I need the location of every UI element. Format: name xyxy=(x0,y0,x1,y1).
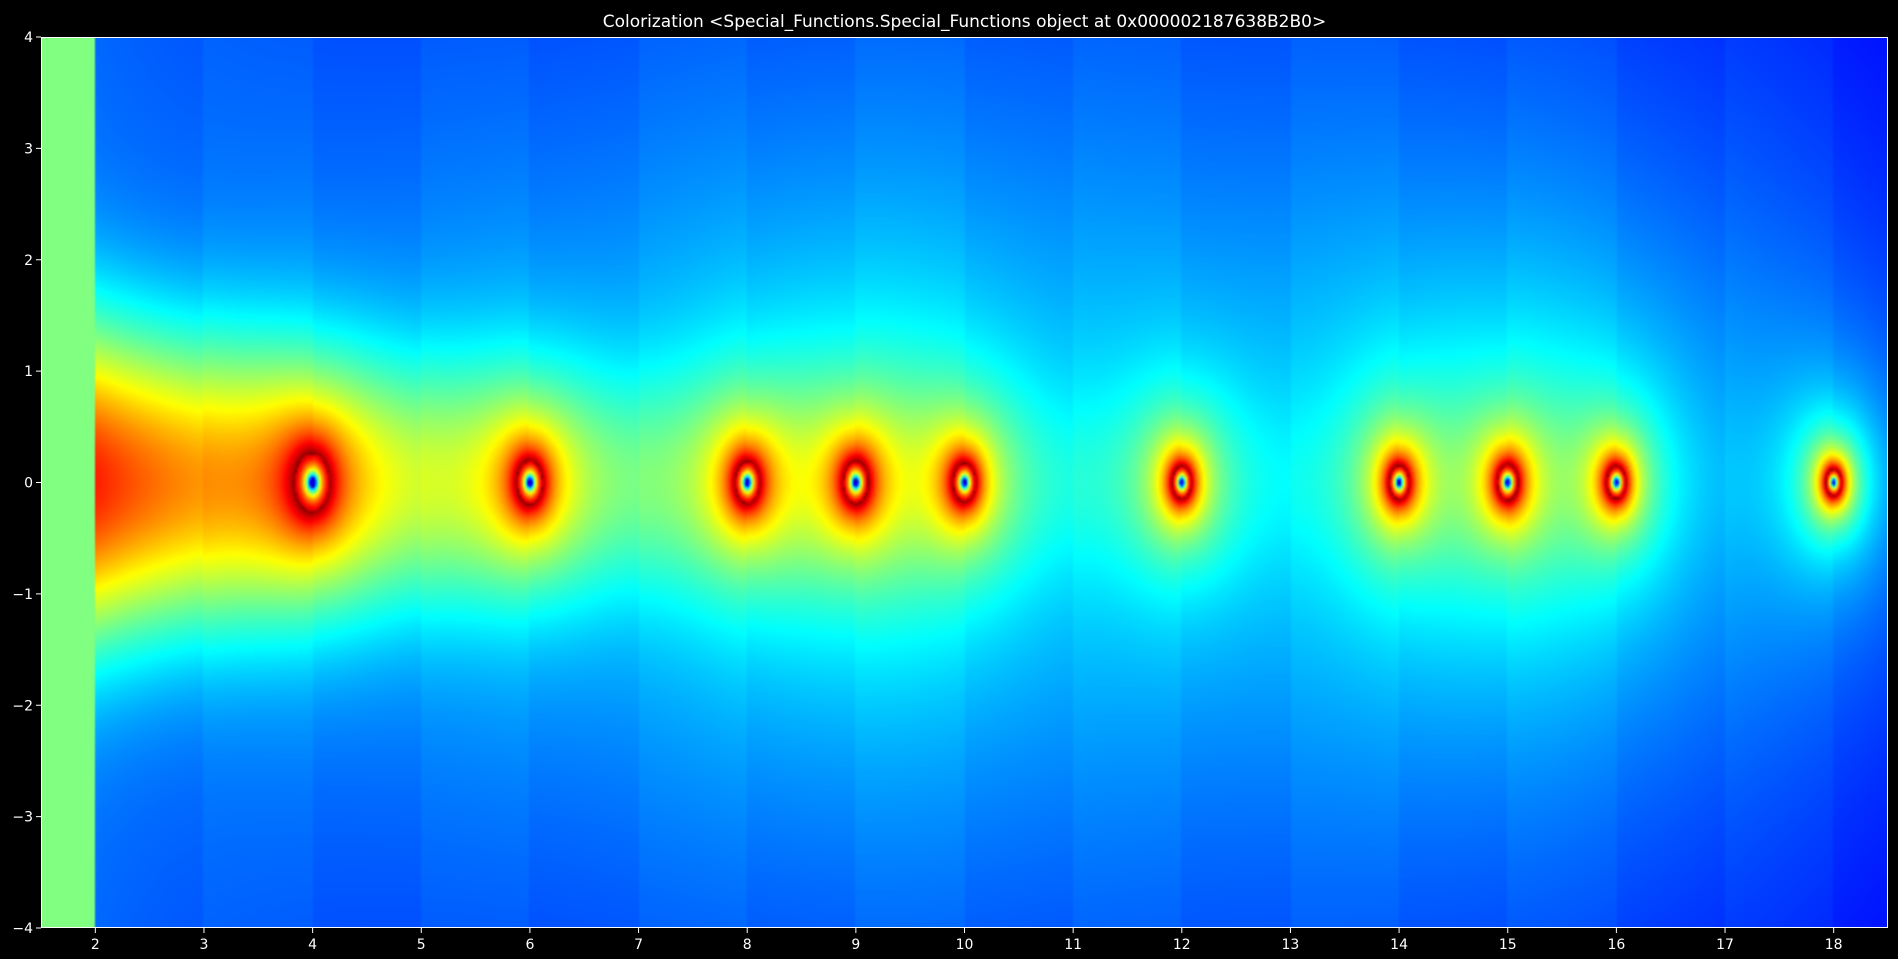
chart-title: Colorization <Special_Functions.Special_… xyxy=(603,12,1326,32)
y-tick-label: 3 xyxy=(24,141,33,157)
x-tick-label: 4 xyxy=(308,937,317,953)
x-tick-label: 10 xyxy=(956,937,974,953)
y-tick-label: 4 xyxy=(24,30,33,46)
y-tick-label: 2 xyxy=(24,253,33,269)
x-tick-label: 5 xyxy=(417,937,426,953)
x-tick-label: 7 xyxy=(634,937,643,953)
x-tick-label: 9 xyxy=(851,937,860,953)
x-tick-label: 18 xyxy=(1825,937,1843,953)
x-tick-label: 14 xyxy=(1390,937,1408,953)
y-tick-label: −4 xyxy=(12,921,33,937)
y-tick-label: 0 xyxy=(24,476,33,492)
x-tick-label: 6 xyxy=(525,937,534,953)
x-tick-label: 3 xyxy=(200,937,209,953)
x-tick-label: 13 xyxy=(1282,937,1300,953)
y-axis: 4 3 2 1 0 −1 −2 −3 −4 xyxy=(12,30,41,937)
x-tick-label: 17 xyxy=(1716,937,1734,953)
y-tick-label: −1 xyxy=(12,587,33,603)
x-tick-label: 11 xyxy=(1064,937,1082,953)
y-tick-label: −3 xyxy=(12,810,33,826)
x-tick-label: 8 xyxy=(743,937,752,953)
x-tick-label: 15 xyxy=(1499,937,1517,953)
plot-frame xyxy=(41,37,1888,928)
heatmap-plot-area xyxy=(41,37,1888,928)
y-tick-label: 1 xyxy=(24,364,33,380)
heatmap-image xyxy=(41,37,1888,928)
x-tick-label: 16 xyxy=(1607,937,1625,953)
x-tick-label: 12 xyxy=(1173,937,1191,953)
x-tick-label: 2 xyxy=(91,937,100,953)
x-axis: 2 3 4 5 6 7 8 9 10 11 12 13 14 15 16 17 18 xyxy=(91,928,1843,953)
y-tick-label: −2 xyxy=(12,698,33,714)
